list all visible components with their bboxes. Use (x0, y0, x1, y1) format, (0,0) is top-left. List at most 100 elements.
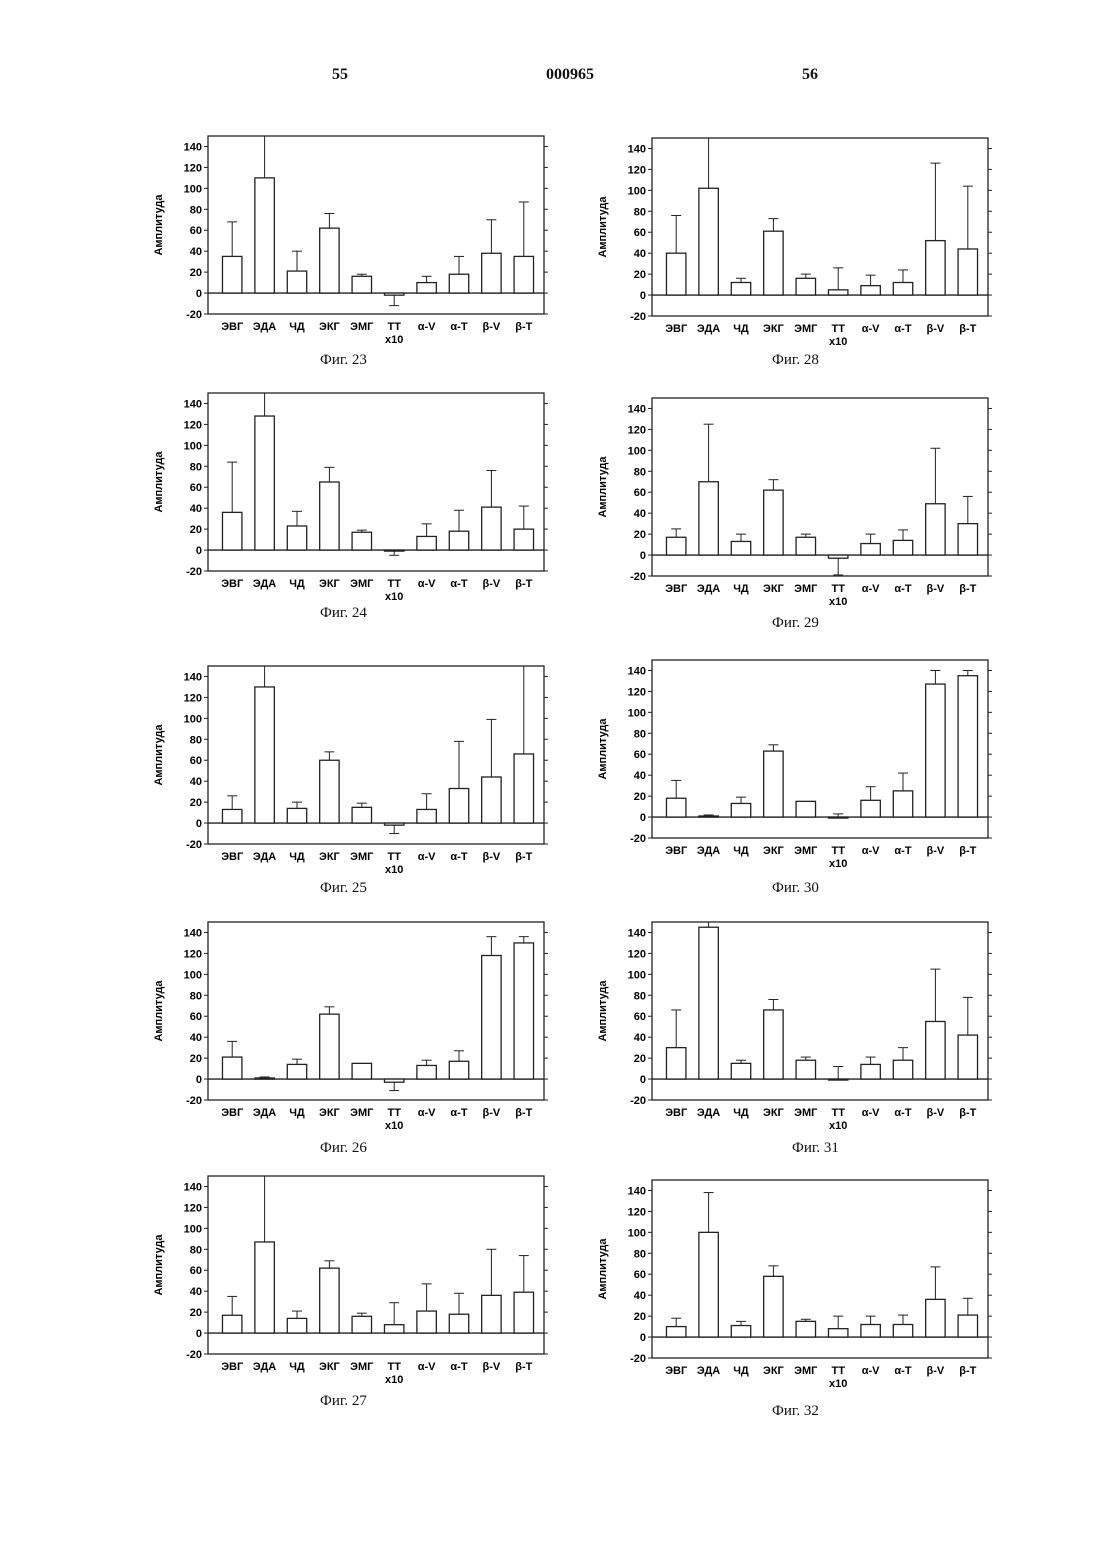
category-label: ЧД (289, 1107, 305, 1119)
bar-chart: -20 0 20 40 60 80 100 120 140 Амплитуда ЭВГ ЭДА ЧД ЭК… (597, 921, 992, 1132)
y-tick-label: 120 (628, 164, 646, 176)
category-label: ЭВГ (221, 1107, 244, 1119)
category-label: α-T (894, 323, 911, 335)
y-tick-label: 20 (190, 797, 202, 809)
bar (383, 822, 405, 826)
category-label: ЭМГ (794, 583, 818, 595)
category-label: α-V (418, 578, 436, 590)
category-label: ЭДА (253, 1107, 276, 1119)
y-tick-label: 100 (184, 969, 202, 981)
y-tick-label: 100 (184, 183, 202, 195)
y-axis-label: Амплитуда (153, 1234, 165, 1296)
y-tick-label: 40 (190, 503, 202, 515)
y-tick-label: 80 (634, 990, 646, 1002)
y-tick-label: 40 (190, 246, 202, 258)
bar (957, 675, 979, 818)
bar (351, 806, 373, 824)
bar (481, 1294, 502, 1334)
bar-chart: -20 0 20 40 60 80 100 120 140 Амплитуда ЭВГ ЭДА ЧД ЭК… (153, 392, 548, 603)
y-tick-label: 0 (640, 812, 646, 824)
category-label: ЭВГ (665, 1365, 688, 1377)
bar (383, 292, 405, 296)
y-tick-label: 140 (184, 398, 202, 410)
bar (319, 227, 340, 294)
y-tick-label: 100 (628, 1227, 646, 1239)
bar (665, 1325, 687, 1338)
y-tick-label: 80 (190, 1244, 202, 1256)
bar (795, 277, 817, 296)
category-label: α-T (894, 583, 911, 595)
category-label: β-V (483, 1107, 501, 1119)
category-label: α-T (450, 851, 467, 863)
bar (957, 1034, 979, 1080)
category-label: α-V (418, 851, 436, 863)
bar (286, 1317, 308, 1334)
category-label: β-T (959, 1365, 976, 1377)
bar (319, 1267, 340, 1334)
figure-caption: Фиг. 23 (320, 352, 367, 368)
bar (254, 686, 275, 824)
figure-caption: Фиг. 25 (320, 880, 367, 896)
y-tick-label: 40 (634, 770, 646, 782)
tt-scale-label: x10 (385, 1374, 403, 1386)
y-tick-label: -20 (186, 1095, 202, 1107)
bar (513, 1291, 535, 1334)
bar (827, 1078, 849, 1081)
y-tick-label: 40 (190, 1286, 202, 1298)
left-page-number: 55 (332, 66, 348, 83)
bar (925, 1298, 946, 1338)
document-number: 000965 (546, 66, 594, 83)
y-tick-label: 60 (190, 755, 202, 767)
category-label: ЭДА (253, 851, 276, 863)
category-label: α-V (862, 1365, 880, 1377)
category-label: α-V (862, 323, 880, 335)
tt-scale-label: x10 (829, 858, 847, 870)
bar (221, 511, 243, 551)
y-tick-label: 0 (196, 288, 202, 300)
y-tick-label: 120 (184, 162, 202, 174)
category-label: ЭВГ (665, 1107, 688, 1119)
category-label: α-V (862, 1107, 880, 1119)
bar (416, 1310, 437, 1334)
y-tick-label: 60 (190, 225, 202, 237)
y-tick-label: 20 (190, 1307, 202, 1319)
y-tick-label: 60 (634, 487, 646, 499)
category-label: β-V (483, 321, 501, 333)
category-label: ЭКГ (319, 321, 341, 333)
y-tick-label: 40 (190, 1032, 202, 1044)
y-tick-label: 120 (184, 692, 202, 704)
bar (416, 281, 437, 294)
tt-scale-label: x10 (829, 596, 847, 608)
category-label: ЭДА (697, 583, 720, 595)
bar (286, 807, 308, 824)
tt-scale-label: x10 (829, 1378, 847, 1390)
bar (481, 776, 502, 824)
bar (698, 926, 719, 1080)
category-label: β-T (515, 321, 532, 333)
y-tick-label: 120 (184, 419, 202, 431)
bar (827, 1328, 849, 1338)
bar-chart: -20 0 20 40 60 80 100 120 140 Амплитуда ЭВГ ЭДА ЧД ЭК… (153, 135, 548, 346)
category-label: ЭКГ (319, 1361, 341, 1373)
y-tick-label: 140 (628, 1185, 646, 1197)
category-label: β-V (927, 845, 945, 857)
bar-chart: -20 0 20 40 60 80 100 120 140 Амплитуда ЭВГ ЭДА ЧД ЭК… (597, 659, 992, 870)
category-label: α-T (450, 321, 467, 333)
category-label: α-T (894, 1365, 911, 1377)
bar (892, 1059, 914, 1080)
bar (827, 289, 849, 296)
y-tick-label: -20 (630, 1353, 646, 1365)
bar (351, 1315, 373, 1334)
category-label: ЧД (289, 1361, 305, 1373)
y-tick-label: 20 (634, 1311, 646, 1323)
category-label: ТТ (387, 1361, 401, 1373)
y-axis-label: Амплитуда (597, 980, 609, 1042)
y-tick-label: 100 (628, 445, 646, 457)
category-label: ЭВГ (665, 583, 688, 595)
right-page-number: 56 (802, 66, 818, 83)
category-label: α-V (862, 845, 880, 857)
bar (860, 542, 881, 556)
y-axis-label: Амплитуда (153, 724, 165, 786)
plot-frame (207, 921, 545, 1101)
category-label: ТТ (387, 851, 401, 863)
